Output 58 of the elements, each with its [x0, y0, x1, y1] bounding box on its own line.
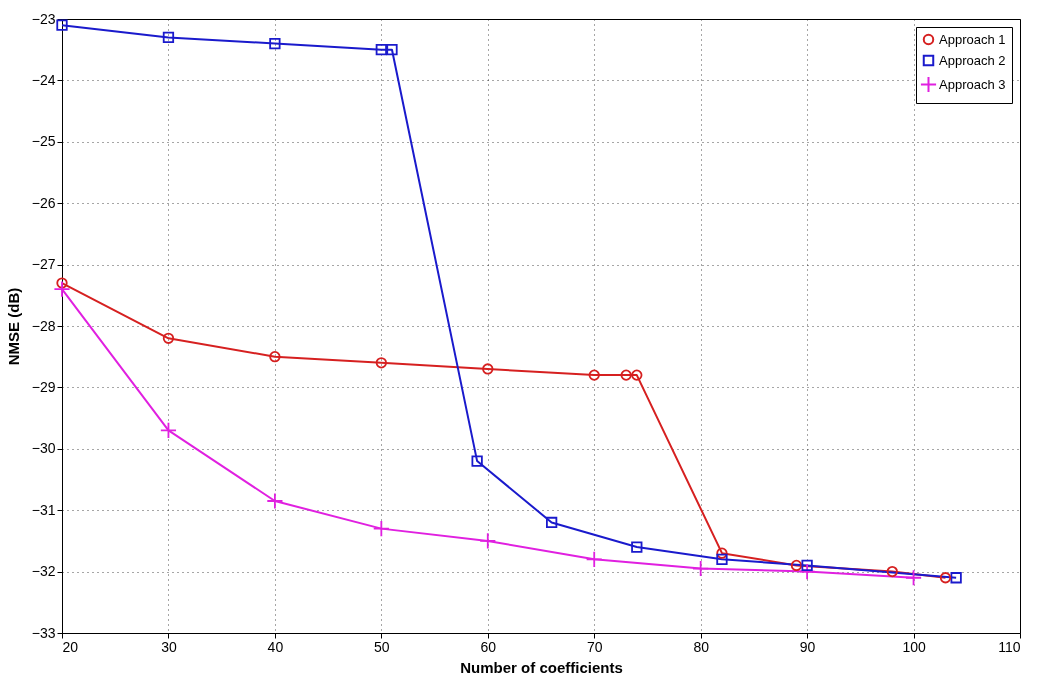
x-tick-label: 60: [480, 638, 497, 655]
y-tick-label: −25: [31, 133, 56, 150]
point: [631, 369, 643, 381]
legend-label: Approach 3: [939, 76, 1006, 92]
y-tick-label: −24: [31, 71, 56, 88]
x-tick-label: 80: [693, 638, 710, 655]
y-tick-label: −23: [31, 10, 56, 27]
point: [372, 520, 390, 538]
y-tick-label: −27: [31, 256, 56, 273]
point: [266, 492, 284, 510]
point: [798, 563, 816, 581]
point: [790, 559, 803, 572]
point: [939, 572, 952, 584]
point: [631, 541, 643, 553]
point: [886, 565, 898, 578]
x-tick-label: 20: [62, 638, 79, 655]
y-tick-label: −26: [31, 194, 56, 211]
y-tick-label: −33: [31, 624, 56, 641]
point: [585, 550, 603, 568]
point: [588, 369, 600, 381]
y-tick-label: −28: [31, 317, 56, 334]
y-axis-title: NMSE (dB): [4, 287, 22, 366]
point: [950, 572, 962, 584]
y-tick-label: −32: [31, 563, 56, 580]
x-tick-label: 110: [998, 638, 1021, 655]
point: [479, 532, 497, 550]
point: [471, 455, 483, 467]
point: [159, 421, 177, 439]
legend-label: Approach 2: [939, 52, 1006, 68]
point: [716, 547, 728, 559]
point: [386, 44, 398, 56]
y-tick-label: −30: [31, 440, 56, 457]
point: [620, 369, 632, 381]
y-tick-label: −29: [31, 378, 56, 395]
x-tick-label: 40: [267, 638, 284, 655]
point: [375, 44, 387, 56]
point: [269, 351, 281, 363]
point: [53, 280, 71, 298]
y-tick-label: −31: [31, 501, 56, 518]
x-tick-label: 100: [902, 638, 926, 655]
point: [269, 37, 281, 50]
x-tick-label: 50: [374, 638, 390, 655]
x-tick-label: 30: [161, 638, 177, 655]
point: [162, 332, 175, 344]
point: [692, 560, 710, 578]
point: [801, 559, 813, 572]
point: [56, 19, 68, 31]
point: [162, 31, 175, 44]
legend-label: Approach 1: [939, 31, 1006, 47]
point: [905, 569, 923, 587]
point: [56, 277, 68, 289]
point: [546, 516, 558, 529]
x-tick-label: 70: [586, 638, 603, 655]
point: [482, 363, 494, 375]
point: [375, 357, 387, 369]
x-axis-title: Number of coefficients: [460, 658, 623, 676]
x-tick-label: 90: [799, 638, 816, 655]
point: [716, 553, 728, 565]
